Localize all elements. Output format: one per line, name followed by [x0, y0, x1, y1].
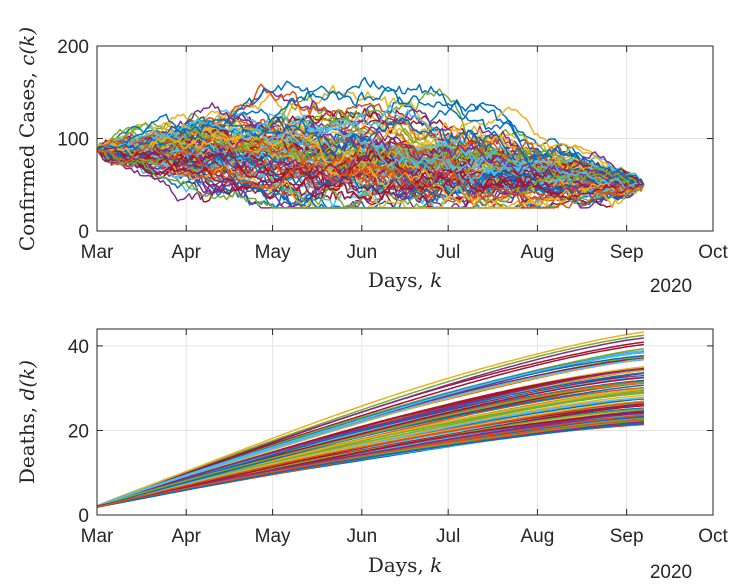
deaths-series-line — [96, 423, 644, 507]
confirmed-cases-year-label: 2020 — [650, 276, 692, 297]
deaths-series-line — [96, 396, 644, 508]
deaths-xlabel: Days, k — [368, 553, 442, 577]
cases-series-line — [96, 149, 644, 199]
deaths-ylabel: Deaths, d(k) — [15, 360, 39, 484]
x-tick-label: May — [255, 526, 291, 547]
deaths-series-line — [96, 401, 644, 508]
cases-series-line — [96, 130, 645, 190]
deaths-series-line — [96, 422, 644, 508]
x-tick-label: Aug — [521, 526, 555, 547]
deaths-series-line — [96, 422, 644, 507]
y-tick-label: 40 — [68, 337, 89, 358]
cases-series-line — [96, 113, 645, 186]
deaths-series-line — [96, 358, 644, 507]
cases-series-line — [96, 145, 644, 201]
deaths-series-line — [96, 422, 644, 508]
cases-series-line — [96, 145, 645, 209]
y-tick-label: 20 — [68, 421, 89, 442]
x-tick-label: May — [255, 242, 291, 263]
deaths-ticks: Mar Apr May Jun Jul Aug Sep Oct 0 20 40 — [68, 329, 728, 547]
deaths-series-line — [96, 422, 644, 508]
deaths-series-line — [96, 351, 644, 507]
cases-series-line — [96, 124, 644, 203]
y-tick-label: 200 — [57, 37, 89, 58]
cases-series-line — [96, 128, 645, 190]
x-tick-label: Mar — [81, 526, 114, 547]
cases-series-line — [96, 104, 645, 186]
confirmed-cases-ylabel: Confirmed Cases, c(k) — [15, 27, 39, 251]
deaths-series-line — [96, 384, 644, 508]
cases-series-line — [96, 122, 645, 203]
x-tick-label: Jun — [347, 526, 378, 547]
confirmed-cases-ticks: Mar Apr May Jun Jul Aug Sep Oct 0 100 200 — [57, 37, 728, 263]
deaths-series-line — [96, 423, 644, 507]
y-tick-label: 100 — [57, 130, 89, 151]
x-tick-label: Jun — [347, 242, 378, 263]
confirmed-cases-series — [96, 76, 645, 209]
cases-series-line — [96, 130, 645, 209]
confirmed-cases-xlabel: Days, k — [368, 268, 442, 292]
cases-series-line — [96, 96, 645, 190]
x-tick-label: Apr — [171, 242, 201, 263]
deaths-series-line — [96, 381, 644, 507]
x-tick-label: Sep — [610, 242, 644, 263]
deaths-chart: Mar Apr May Jun Jul Aug Sep Oct 0 20 40 Days, k 20… — [15, 328, 728, 583]
cases-series-line — [96, 149, 645, 199]
deaths-axes-box — [96, 328, 714, 516]
deaths-year-label: 2020 — [650, 562, 692, 583]
x-tick-label: Apr — [171, 526, 201, 547]
cases-series-line — [96, 148, 645, 202]
x-tick-label: Aug — [521, 242, 555, 263]
x-tick-label: Mar — [81, 242, 114, 263]
y-tick-label: 0 — [78, 506, 89, 527]
x-tick-label: Sep — [610, 526, 644, 547]
x-tick-label: Oct — [698, 242, 728, 263]
x-tick-label: Oct — [698, 526, 728, 547]
cases-series-line — [96, 148, 645, 209]
y-tick-label: 0 — [78, 222, 89, 243]
deaths-series-line — [96, 331, 644, 508]
deaths-series — [96, 331, 644, 508]
x-tick-label: Jul — [436, 526, 460, 547]
cases-series-line — [96, 130, 645, 197]
deaths-series-line — [96, 368, 644, 508]
deaths-series-line — [96, 422, 644, 508]
x-tick-label: Jul — [436, 242, 460, 263]
